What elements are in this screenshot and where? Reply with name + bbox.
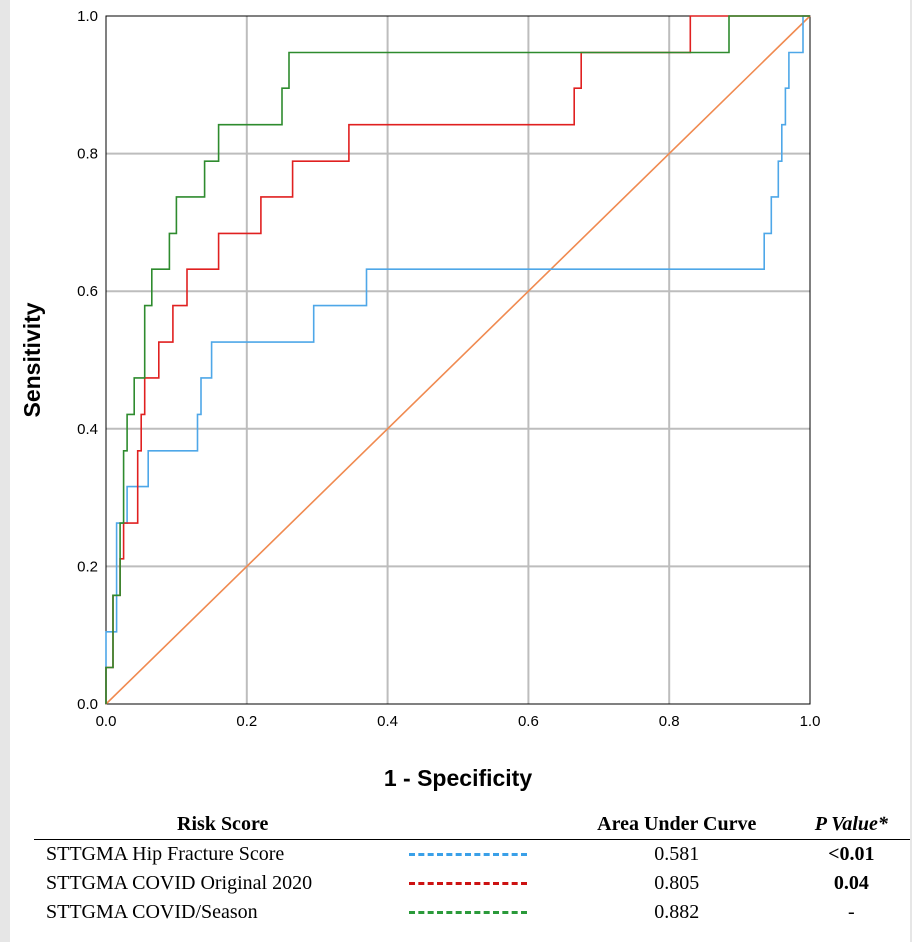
legend-header-row: Risk Score Area Under Curve P Value* (34, 810, 910, 840)
y-axis-title: Sensitivity (19, 302, 45, 417)
legend-line-swatch (403, 869, 560, 898)
legend-row-p-value: <0.01 (828, 843, 875, 865)
y-tick-label: 1.0 (77, 8, 98, 25)
y-tick-label: 0.8 (77, 146, 98, 163)
legend-row-name: STTGMA COVID/Season (46, 901, 258, 923)
x-tick-label: 0.2 (236, 713, 257, 730)
y-tick-label: 0.2 (77, 558, 98, 575)
risk-score-header: Risk Score (177, 813, 269, 835)
x-tick-label: 0.6 (518, 713, 539, 730)
y-tick-label: 0.0 (77, 696, 98, 713)
x-axis-title: 1 - Specificity (384, 765, 532, 791)
legend-line-swatch (403, 840, 560, 870)
legend-row-auc: 0.882 (654, 901, 700, 923)
series-line-reference-line (105, 15, 811, 705)
legend-table: Risk Score Area Under Curve P Value* STT… (34, 810, 910, 927)
legend-row-p-value: - (847, 901, 855, 923)
series-line-sttgma-covid-original-2020 (105, 15, 810, 704)
legend-row-auc: 0.805 (654, 872, 700, 894)
legend-row-covid-original: STTGMA COVID Original 2020 0.805 0.04 (34, 869, 910, 898)
series-line-sttgma-hip-fracture-score (105, 15, 810, 704)
y-tick-label: 0.4 (77, 421, 98, 438)
line-style-header (403, 810, 560, 840)
legend-row-auc: 0.581 (654, 843, 700, 865)
series-line-sttgma-covid-season (105, 15, 810, 704)
p-value-header: P Value* (814, 813, 888, 835)
roc-chart: 0.0 0.2 0.4 0.6 0.8 1.0 0.0 0.2 0.4 0.6 0.8 1.0 1 - … (19, 8, 821, 791)
plot-frame (105, 15, 811, 705)
legend-row-hip-fracture: STTGMA Hip Fracture Score 0.581 <0.01 (34, 840, 910, 870)
legend-row-p-value: 0.04 (833, 872, 869, 894)
x-tick-label: 0.4 (377, 713, 398, 730)
x-tick-label: 0.8 (659, 713, 680, 730)
legend-row-name: STTGMA Hip Fracture Score (46, 843, 285, 865)
legend-row-name: STTGMA COVID Original 2020 (46, 872, 313, 894)
legend-line-swatch (403, 898, 560, 927)
auc-header: Area Under Curve (597, 813, 757, 835)
legend-row-covid-season: STTGMA COVID/Season 0.882 - (34, 898, 910, 927)
x-tick-label: 0.0 (96, 713, 117, 730)
y-tick-label: 0.6 (77, 283, 98, 300)
figure-panel: 0.0 0.2 0.4 0.6 0.8 1.0 0.0 0.2 0.4 0.6 0.8 1.0 1 - … (10, 0, 910, 942)
x-tick-label: 1.0 (800, 713, 821, 730)
